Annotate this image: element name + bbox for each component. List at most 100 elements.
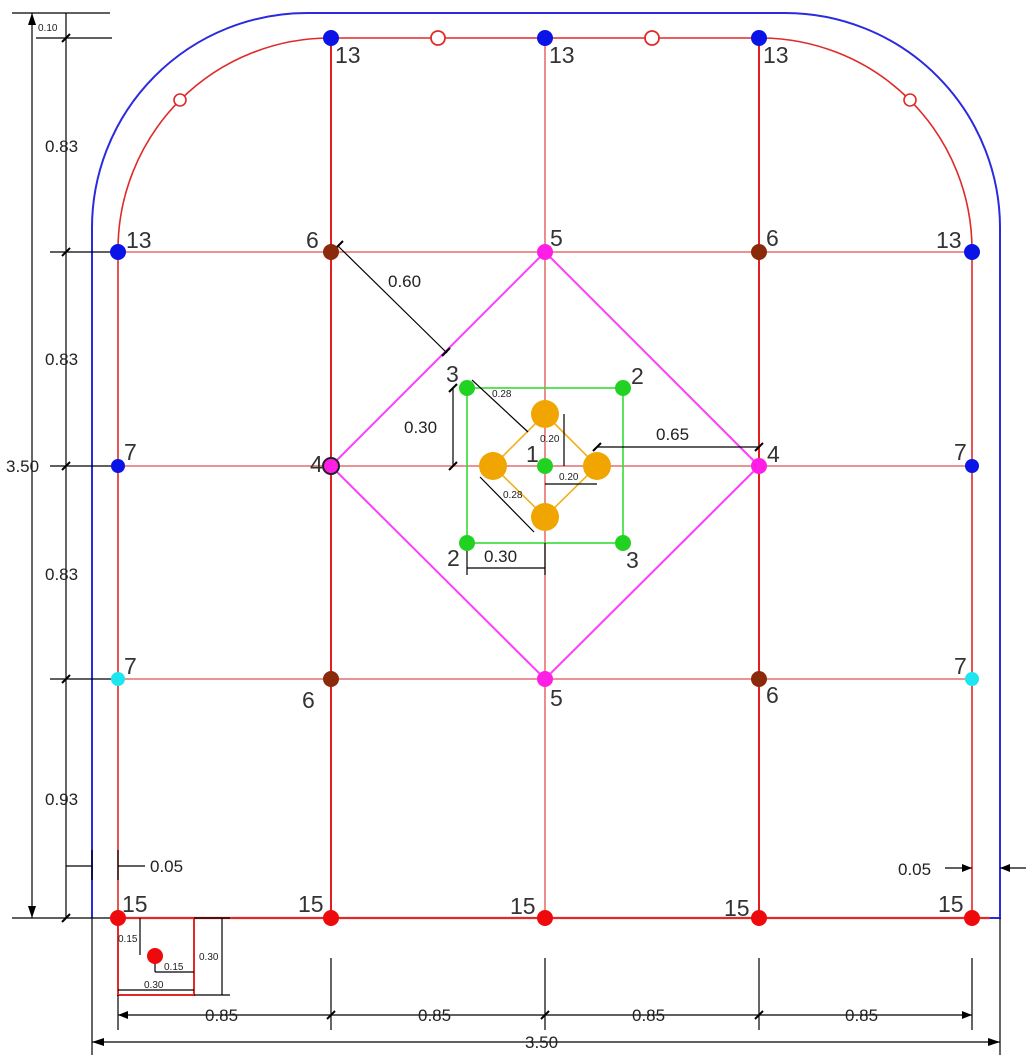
hole-grid-bl [323, 671, 339, 687]
hole-floor-5 [964, 910, 980, 926]
cut-hole-bottom [531, 503, 559, 531]
open-hole-crown-right [644, 30, 660, 46]
arrow-left [92, 1038, 104, 1046]
dim-label-lower-spacing: 0.93 [45, 790, 78, 809]
arrow-up [28, 13, 36, 25]
open-hole-crown-left [430, 30, 446, 46]
tick-sq-h-b [448, 461, 458, 471]
label-square-br: 3 [626, 547, 639, 573]
label-grid-bl: 6 [302, 687, 315, 713]
dimension-labels: 0.10 0.83 0.83 0.83 0.93 3.50 0.05 0.05 … [6, 23, 931, 1052]
label-diamond-right: 4 [767, 441, 780, 467]
dim-label-cut-vertical: 0.20 [540, 434, 560, 445]
hole-wall-right-lower [965, 672, 979, 686]
dim-cut-diag-top-line [471, 379, 529, 433]
dim-label-ditch-depth: 0.30 [199, 952, 219, 963]
cut-hole-left [479, 452, 507, 480]
label-diamond-top: 5 [550, 225, 563, 251]
label-wall-left-lower: 7 [124, 653, 137, 679]
dim-label-square-height: 0.30 [404, 418, 437, 437]
label-grid-tl: 6 [306, 227, 319, 253]
hole-diamond-bottom [537, 671, 553, 687]
tick-diamond-b [441, 347, 451, 357]
hole-wall-left-lower [111, 672, 125, 686]
blast-holes [110, 30, 980, 964]
label-center: 1 [526, 441, 539, 467]
label-diamond-left: 4 [310, 451, 323, 477]
label-grid-tr: 6 [766, 225, 779, 251]
tick-lower [61, 674, 71, 684]
tunnel-outline [90, 12, 1002, 919]
open-hole-arc-right [903, 93, 917, 107]
tick-col3 [754, 1010, 764, 1020]
dim-label-col-3: 0.85 [632, 1006, 665, 1025]
dim-label-arch-rise: 0.83 [45, 137, 78, 156]
hole-diamond-right [751, 458, 767, 474]
dim-label-col-2: 0.85 [418, 1006, 451, 1025]
hole-grid-tr [751, 244, 767, 260]
hole-floor-4 [751, 910, 767, 926]
hole-labels: 13 13 13 13 13 6 6 6 6 5 5 4 4 7 7 7 7 3… [122, 42, 967, 921]
hole-square-bl [459, 535, 475, 551]
dim-label-upper-spacing: 0.83 [45, 350, 78, 369]
label-square-bl: 2 [447, 545, 460, 571]
tick-floor [61, 913, 71, 923]
dim-label-wall-gap-right: 0.05 [898, 860, 931, 879]
cut-hole-right [583, 452, 611, 480]
label-springline-left: 13 [126, 227, 152, 253]
tick-mid [61, 461, 71, 471]
tick-065-b [754, 442, 764, 452]
label-floor-5: 15 [938, 891, 964, 917]
dim-label-ditch-width: 0.30 [144, 980, 164, 991]
dim-label-square-width: 0.30 [484, 547, 517, 566]
label-grid-br: 6 [766, 682, 779, 708]
label-top-left: 13 [335, 42, 361, 68]
hole-floor-3 [537, 910, 553, 926]
hole-floor-2 [323, 910, 339, 926]
dim-label-col-1: 0.85 [205, 1006, 238, 1025]
hole-diamond-top [537, 244, 553, 260]
dim-diamond-offset-line [337, 245, 448, 354]
label-floor-2: 15 [298, 891, 324, 917]
label-wall-right-upper: 7 [954, 439, 967, 465]
arrow-col-a [118, 1011, 128, 1019]
hole-top-left [323, 30, 339, 46]
dim-label-center-edge: 0.65 [656, 425, 689, 444]
cut-hole-top [531, 400, 559, 428]
arrow-right [988, 1038, 1000, 1046]
dim-label-mid-spacing: 0.83 [45, 565, 78, 584]
dim-label-ditch-inner: 0.15 [164, 962, 184, 973]
arrow-col-b [962, 1011, 972, 1019]
label-top-center: 13 [549, 42, 575, 68]
dimension-lines [12, 12, 1026, 1055]
label-wall-left-upper: 7 [124, 439, 137, 465]
contour-open-holes [173, 30, 917, 107]
arrow-gap-right-b [1000, 864, 1010, 872]
hole-grid-tl [323, 244, 339, 260]
hole-grid-br [751, 671, 767, 687]
hole-square-br [615, 535, 631, 551]
hole-diamond-left [322, 457, 340, 475]
dim-label-cut-diag-top: 0.28 [492, 389, 512, 400]
hole-center [537, 458, 553, 474]
hole-square-tl [459, 380, 475, 396]
hole-ditch [147, 948, 163, 964]
hole-top-center [537, 30, 553, 46]
dim-label-wall-gap-left: 0.05 [150, 857, 183, 876]
arrow-down [28, 906, 36, 918]
tick-col1 [326, 1010, 336, 1020]
label-springline-right: 13 [936, 227, 962, 253]
label-floor-1: 15 [122, 891, 148, 917]
dim-label-crown-offset: 0.10 [38, 23, 58, 34]
open-hole-arc-left [173, 93, 187, 107]
hole-wall-right-upper [965, 459, 979, 473]
dim-label-total-width: 3.50 [525, 1033, 558, 1052]
hole-springline-left [110, 244, 126, 260]
dim-label-total-height: 3.50 [6, 457, 39, 476]
hole-square-tr [615, 380, 631, 396]
dim-label-col-4: 0.85 [845, 1006, 878, 1025]
tick-col2 [540, 1010, 550, 1020]
label-floor-4: 15 [724, 895, 750, 921]
label-top-right: 13 [763, 42, 789, 68]
